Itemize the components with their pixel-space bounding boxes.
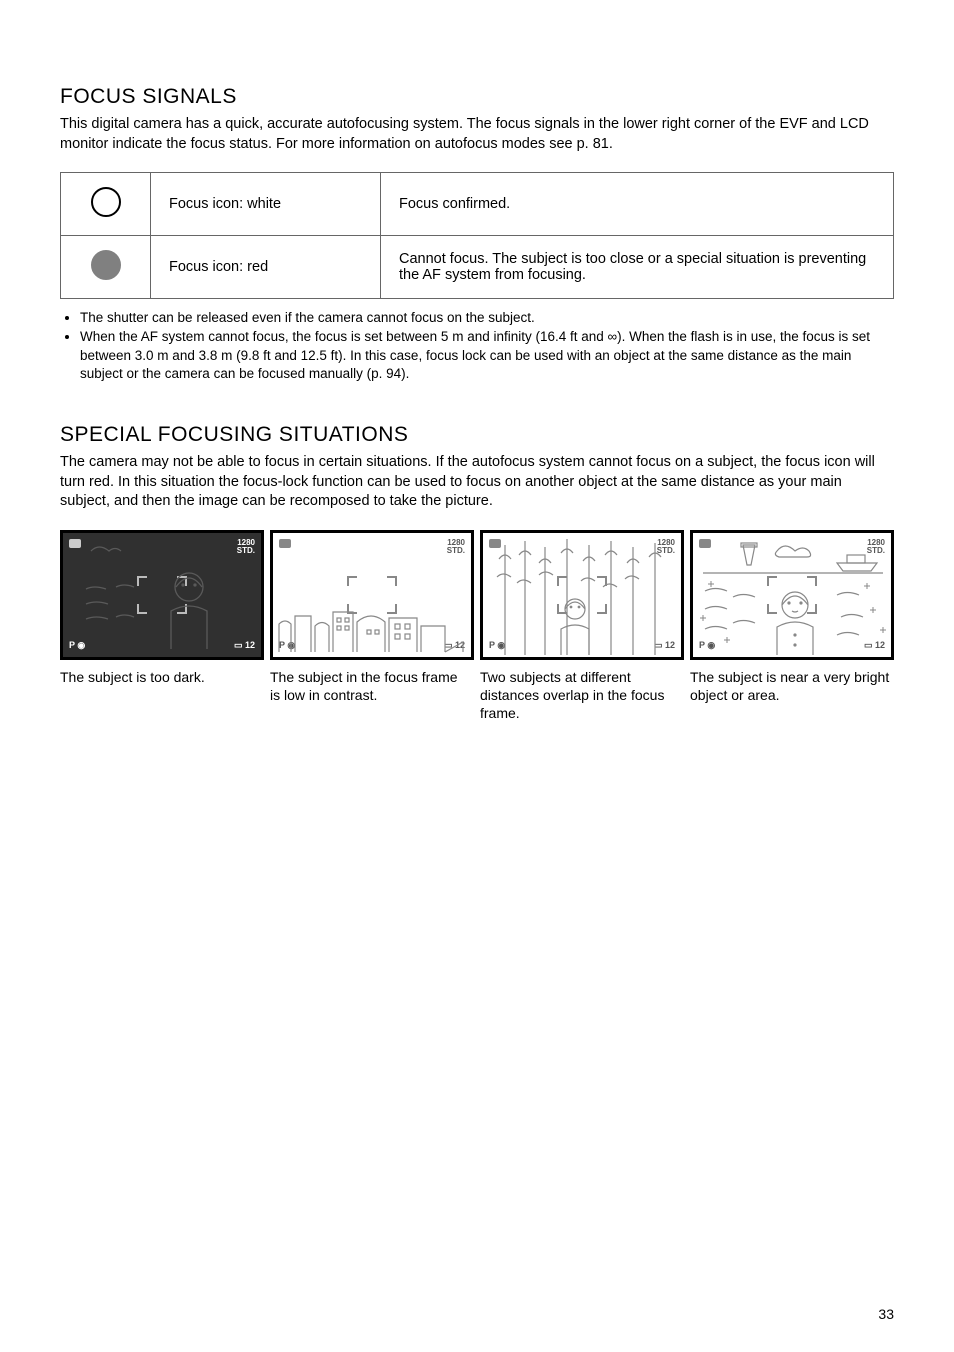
counter-badge: ▭ 12 <box>234 640 255 651</box>
camera-icon <box>279 539 291 548</box>
quality-value: STD. <box>237 546 255 555</box>
table-row: Focus icon: red Cannot focus. The subjec… <box>61 236 894 299</box>
captions-row: The subject is too dark. The subject in … <box>60 668 894 723</box>
table-row: Focus icon: white Focus confirmed. <box>61 173 894 236</box>
focus-signals-table: Focus icon: white Focus confirmed. Focus… <box>60 172 894 299</box>
focus-signals-intro: This digital camera has a quick, accurat… <box>60 115 894 154</box>
circle-filled-icon <box>91 250 121 280</box>
figure-dark-subject: 1280 STD. P ◉ ▭ 12 <box>60 530 264 660</box>
figure-caption: The subject is near a very bright object… <box>690 668 894 723</box>
list-item: When the AF system cannot focus, the foc… <box>80 328 894 383</box>
focus-icon-red-desc: Cannot focus. The subject is too close o… <box>381 236 894 299</box>
special-focusing-intro: The camera may not be able to focus in c… <box>60 453 894 512</box>
mode-value: P <box>69 640 75 650</box>
figures-row: 1280 STD. P ◉ ▭ 12 128 <box>60 530 894 660</box>
quality-value: STD. <box>447 546 465 555</box>
figure-low-contrast: 1280 STD. P ◉ ▭ 12 <box>270 530 474 660</box>
special-focusing-title: SPECIAL FOCUSING SITUATIONS <box>60 423 894 447</box>
resolution-badge: 1280 STD. <box>237 539 255 557</box>
figure-overlap: 1280 STD. P ◉ ▭ 12 <box>480 530 684 660</box>
focus-signals-title: FOCUS SIGNALS <box>60 85 894 109</box>
list-item: The shutter can be released even if the … <box>80 309 894 327</box>
resolution-value: 1280 <box>237 538 255 547</box>
bright-scene-icon <box>697 537 889 655</box>
figure-bright-object: 1280 STD. P ◉ ▭ 12 <box>690 530 894 660</box>
resolution-badge: 1280 STD. <box>447 539 465 557</box>
counter-value: 12 <box>245 640 255 650</box>
buildings-icon <box>277 604 467 654</box>
circle-outline-icon <box>91 187 121 217</box>
trees-icon <box>487 537 679 655</box>
focus-icon-white-cell <box>61 173 151 236</box>
camera-icon <box>69 539 81 548</box>
dark-scene-icon <box>81 539 231 649</box>
resolution-value: 1280 <box>447 538 465 547</box>
focus-icon-red-cell <box>61 236 151 299</box>
page-number: 33 <box>878 1306 894 1322</box>
figure-caption: Two subjects at different distances over… <box>480 668 684 723</box>
focus-notes-list: The shutter can be released even if the … <box>60 309 894 383</box>
focus-icon-red-label: Focus icon: red <box>151 236 381 299</box>
focus-icon-white-label: Focus icon: white <box>151 173 381 236</box>
figure-caption: The subject is too dark. <box>60 668 264 723</box>
focus-icon-white-desc: Focus confirmed. <box>381 173 894 236</box>
figure-caption: The subject in the focus frame is low in… <box>270 668 474 723</box>
